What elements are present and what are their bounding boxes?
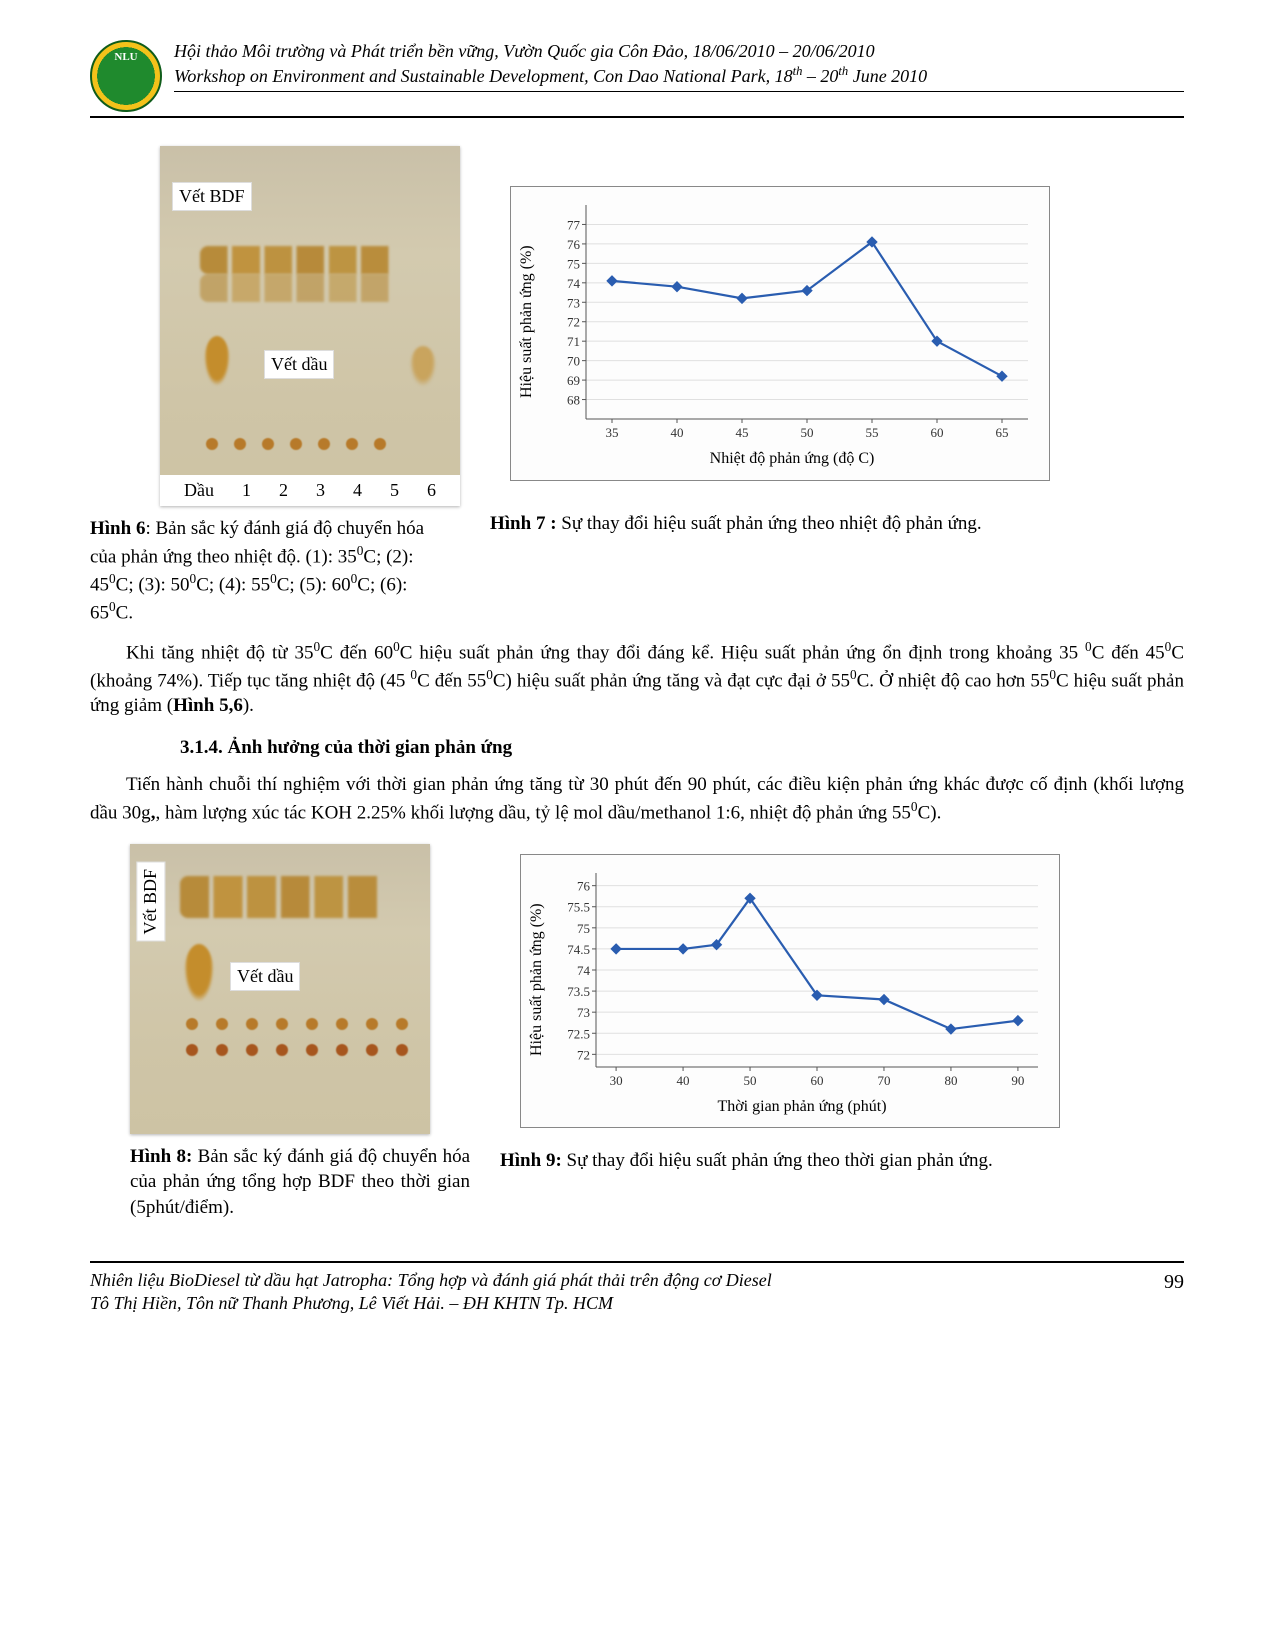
svg-text:80: 80 (944, 1073, 957, 1088)
svg-text:75.5: 75.5 (567, 899, 590, 914)
tlc-plate-6: Vết BDF Vết dầu Dầu 1 2 3 4 5 6 (160, 146, 460, 506)
svg-text:45: 45 (735, 425, 748, 440)
svg-text:74: 74 (567, 276, 581, 291)
svg-text:40: 40 (670, 425, 683, 440)
svg-text:74: 74 (577, 963, 591, 978)
svg-text:73: 73 (577, 1005, 590, 1020)
page-header: Hội thảo Môi trường và Phát triển bền vữ… (90, 40, 1184, 118)
chart7-xlabel: Nhiệt độ phản ứng (độ C) (545, 449, 1039, 470)
figure-8: Vết BDF Vết dầu Hình 8: Bản sắc ký đánh … (90, 844, 470, 1221)
svg-text:76: 76 (567, 237, 581, 252)
paragraph-2: Tiến hành chuỗi thí nghiệm với thời gian… (90, 773, 1184, 826)
figure-6: Vết BDF Vết dầu Dầu 1 2 3 4 5 6 Hình 6: … (90, 146, 460, 626)
chart-7: Hiệu suất phản ứng (%) 68 69 70 71 72 73 74 75 7… (510, 186, 1050, 481)
svg-text:60: 60 (930, 425, 943, 440)
svg-text:30: 30 (609, 1073, 622, 1088)
figure-7-caption: Hình 7 : Sự thay đổi hiệu suất phản ứng … (490, 511, 1184, 537)
chart9-svg: 72 72.5 73 73.5 74 74.5 75 75.5 76 30 40 50 60 70 80 90 (550, 865, 1049, 1095)
svg-text:35: 35 (605, 425, 618, 440)
plate-label-dau: Vết dầu (264, 350, 334, 379)
figure-row-1: Vết BDF Vết dầu Dầu 1 2 3 4 5 6 Hình 6: … (90, 146, 1184, 626)
page-footer: Nhiên liệu BioDiesel từ dầu hạt Jatropha… (90, 1261, 1184, 1316)
figure-9-caption: Hình 9: Sự thay đổi hiệu suất phản ứng t… (500, 1148, 1184, 1174)
svg-text:70: 70 (877, 1073, 890, 1088)
paragraph-1: Khi tăng nhiệt độ từ 350C đến 600C hiệu … (90, 638, 1184, 719)
svg-text:74.5: 74.5 (567, 942, 590, 957)
chart9-xlabel: Thời gian phản ứng (phút) (555, 1097, 1049, 1118)
svg-text:73: 73 (567, 295, 580, 310)
svg-text:73.5: 73.5 (567, 984, 590, 999)
svg-text:77: 77 (567, 217, 581, 232)
tlc6-bottom-labels: Dầu 1 2 3 4 5 6 (160, 475, 460, 506)
figure-7: Hiệu suất phản ứng (%) 68 69 70 71 72 73 74 75 7… (490, 146, 1184, 536)
header-line-1: Hội thảo Môi trường và Phát triển bền vữ… (174, 40, 1184, 63)
svg-text:40: 40 (676, 1073, 689, 1088)
tlc-plate-8: Vết BDF Vết dầu (130, 844, 430, 1134)
header-text: Hội thảo Môi trường và Phát triển bền vữ… (174, 40, 1184, 92)
svg-text:50: 50 (743, 1073, 756, 1088)
footer-text: Nhiên liệu BioDiesel từ dầu hạt Jatropha… (90, 1269, 1124, 1316)
svg-text:60: 60 (810, 1073, 823, 1088)
svg-text:50: 50 (800, 425, 813, 440)
svg-text:75: 75 (577, 920, 590, 935)
chart7-ylabel: Hiệu suất phản ứng (%) (515, 197, 540, 447)
svg-text:72.5: 72.5 (567, 1026, 590, 1041)
plate8-label-dau: Vết dầu (230, 962, 300, 991)
svg-text:70: 70 (567, 354, 580, 369)
section-3-1-4: 3.1.4. Ảnh hưởng của thời gian phản ứng (180, 736, 1184, 761)
plate-label-bdf: Vết BDF (172, 182, 252, 211)
figure-row-2: Vết BDF Vết dầu Hình 8: Bản sắc ký đánh … (90, 844, 1184, 1221)
svg-text:71: 71 (567, 334, 580, 349)
svg-text:72: 72 (567, 315, 580, 330)
svg-text:69: 69 (567, 373, 580, 388)
svg-text:55: 55 (865, 425, 878, 440)
figure-6-caption: Hình 6: Bản sắc ký đánh giá độ chuyển hó… (90, 516, 430, 626)
svg-text:72: 72 (577, 1047, 590, 1062)
chart-9: Hiệu suất phản ứng (%) 72 72.5 73 73.5 74 74.… (520, 854, 1060, 1129)
chart7-svg: 68 69 70 71 72 73 74 75 76 77 35 40 45 50 55 60 65 (540, 197, 1039, 447)
chart9-ylabel: Hiệu suất phản ứng (%) (525, 865, 550, 1095)
svg-text:65: 65 (995, 425, 1008, 440)
header-line-2: Workshop on Environment and Sustainable … (174, 63, 1184, 88)
figure-9: Hiệu suất phản ứng (%) 72 72.5 73 73.5 74 74.… (500, 844, 1184, 1174)
svg-text:68: 68 (567, 393, 580, 408)
svg-text:75: 75 (567, 256, 580, 271)
page-number: 99 (1124, 1269, 1184, 1316)
university-logo (90, 40, 162, 112)
svg-text:90: 90 (1011, 1073, 1024, 1088)
plate8-label-bdf: Vết BDF (136, 862, 165, 942)
figure-8-caption: Hình 8: Bản sắc ký đánh giá độ chuyển hó… (130, 1144, 470, 1221)
svg-text:76: 76 (577, 878, 591, 893)
